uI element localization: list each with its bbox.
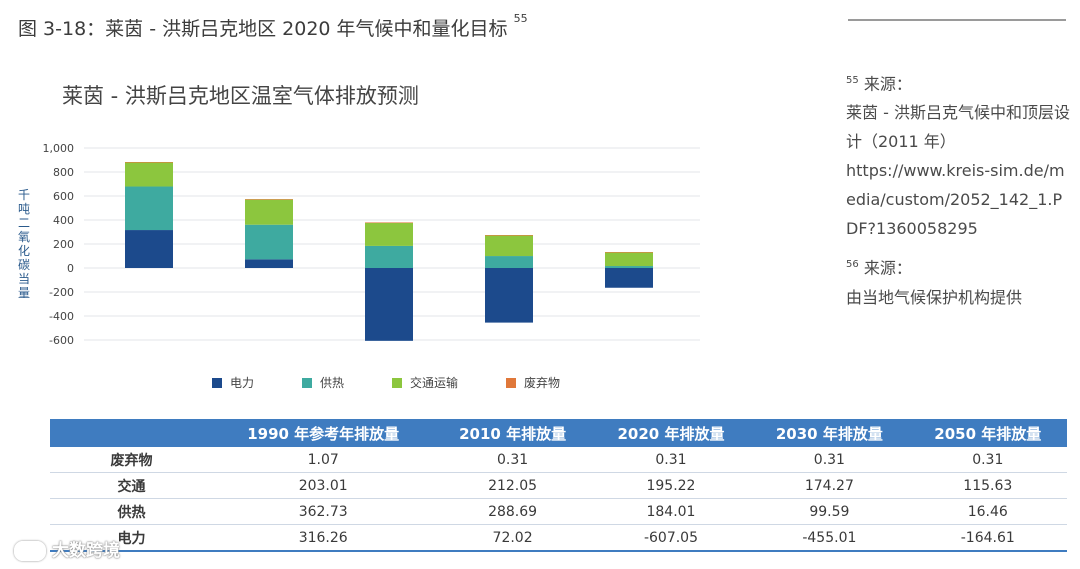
table-row: 供热 362.73 288.69 184.01 99.59 16.46 [50,498,1067,525]
chart-legend: 电力 供热 交通运输 废弃物 [212,374,608,391]
bar-segment [365,222,413,246]
footnotes: 55 来源： 莱茵 - 洪斯吕克气候中和顶层设计（2011 年） https:/… [846,66,1071,319]
table-row: 交通 203.01 212.05 195.22 174.27 115.63 [50,472,1067,499]
table-header-cell: 2050 年排放量 [908,419,1067,447]
footnote-label: 来源： [863,74,912,94]
table-header-cell: 2020 年排放量 [591,419,751,447]
y-tick-label: 600 [53,190,74,203]
table-cell: 362.73 [213,498,434,525]
stacked-bar-chart: 1,000 800 600 400 200 0 -200 -400 -600 [43,142,700,347]
bar-segment [125,230,173,268]
legend-label: 交通运输 [410,376,459,390]
legend-item: 电力 [212,374,254,391]
legend-label: 电力 [230,376,255,390]
watermark-logo-icon [14,541,46,561]
table-cell: 72.02 [433,524,592,552]
y-tick-label: -200 [49,286,74,299]
table-cell: 0.31 [433,447,592,473]
legend-item: 供热 [302,374,344,391]
figure-title: 图 3-18：莱茵 - 洪斯吕克地区 2020 年气候中和量化目标 55 [18,12,528,41]
legend-swatch [302,377,313,388]
footnote-body: 莱茵 - 洪斯吕克气候中和顶层设计（2011 年） [846,103,1070,152]
table-cell: 212.05 [433,472,592,499]
table-row: 废弃物 1.07 0.31 0.31 0.31 0.31 [50,447,1067,473]
bar-segment [125,162,173,163]
bar-segment [365,268,413,341]
table-cell: 0.31 [750,447,909,473]
bar-segment [245,224,293,260]
table-cell: 16.46 [908,498,1067,525]
table-cell: -455.01 [750,524,909,552]
y-tick-label: 1,000 [43,142,75,155]
table-cell: 316.26 [213,524,434,552]
table-cell: 174.27 [750,472,909,499]
bar-segment [605,268,653,288]
row-header: 交通 [50,472,213,499]
bar-segment [365,222,413,224]
legend-swatch [212,377,222,388]
footnote-url[interactable]: https://www.kreis-sim.de/media/custom/20… [846,161,1065,239]
table-cell: 115.63 [908,472,1067,499]
table-cell: 195.22 [591,472,751,499]
table-cell: 99.59 [750,498,909,525]
y-tick-label: 800 [53,166,74,179]
chart-title: 莱茵 - 洪斯吕克地区温室气体排放预测 [62,84,419,108]
figure-title-text: 图 3-18：莱茵 - 洪斯吕克地区 2020 年气候中和量化目标 [18,18,508,40]
figure-title-footnote-ref: 55 [513,12,528,25]
bar-segment [485,235,533,257]
legend-item: 废弃物 [506,374,560,391]
legend-label: 废弃物 [524,376,561,390]
bar-segment [605,252,653,253]
watermark: 大数跨境 [14,536,120,561]
bar-segment [485,268,533,323]
y-tick-label: -600 [49,334,74,347]
bar-segment [125,162,173,187]
footnote-body: 由当地气候保护机构提供 [846,287,1023,307]
table-cell: -164.61 [908,524,1067,552]
legend-item: 交通运输 [392,374,458,391]
table-cell: 0.31 [908,447,1067,473]
table-header-row: 1990 年参考年排放量 2010 年排放量 2020 年排放量 2030 年排… [50,419,1067,447]
y-axis-label: 千吨二氧化碳当量 [17,188,30,300]
footnote-label: 来源： [863,258,912,278]
footnote-number: 55 [846,75,859,86]
legend-swatch [506,377,517,388]
table-cell: 203.01 [213,472,434,499]
y-tick-label: -400 [49,310,74,323]
table-header-cell [50,419,213,447]
bar-segment [245,199,293,225]
watermark-text: 大数跨境 [52,541,120,561]
table-row: 电力 316.26 72.02 -607.05 -455.01 -164.61 [50,524,1067,552]
table-header-cell: 1990 年参考年排放量 [213,419,434,447]
table-cell: -607.05 [591,524,751,552]
bar-segment [365,245,413,268]
y-tick-label: 0 [67,262,74,275]
legend-swatch [392,377,403,388]
bar-segment [485,235,533,236]
footnote-55: 55 来源： 莱茵 - 洪斯吕克气候中和顶层设计（2011 年） https:/… [846,66,1071,243]
table-cell: 184.01 [591,498,751,525]
table-cell: 288.69 [433,498,592,525]
legend-label: 供热 [320,376,345,390]
footnote-number: 56 [846,259,859,271]
row-header: 废弃物 [50,447,213,473]
table-cell: 0.31 [591,447,751,473]
bar-segment [605,266,653,268]
y-tick-label: 400 [53,214,74,227]
top-rule [848,19,1066,21]
bar-segment [245,199,293,200]
bar-segment [125,186,173,231]
table-cell: 1.07 [213,447,434,473]
table-header-cell: 2010 年排放量 [433,419,592,447]
table-header-cell: 2030 年排放量 [750,419,909,447]
emissions-table: 1990 年参考年排放量 2010 年排放量 2020 年排放量 2030 年排… [50,419,1067,552]
row-header: 供热 [50,498,213,525]
bar-segment [605,252,653,267]
row-header: 电力 [50,524,213,552]
footnote-56: 56 来源： 由当地气候保护机构提供 [846,250,1071,311]
bar-segment [485,256,533,268]
bar-segment [245,259,293,268]
y-tick-label: 200 [53,238,74,251]
